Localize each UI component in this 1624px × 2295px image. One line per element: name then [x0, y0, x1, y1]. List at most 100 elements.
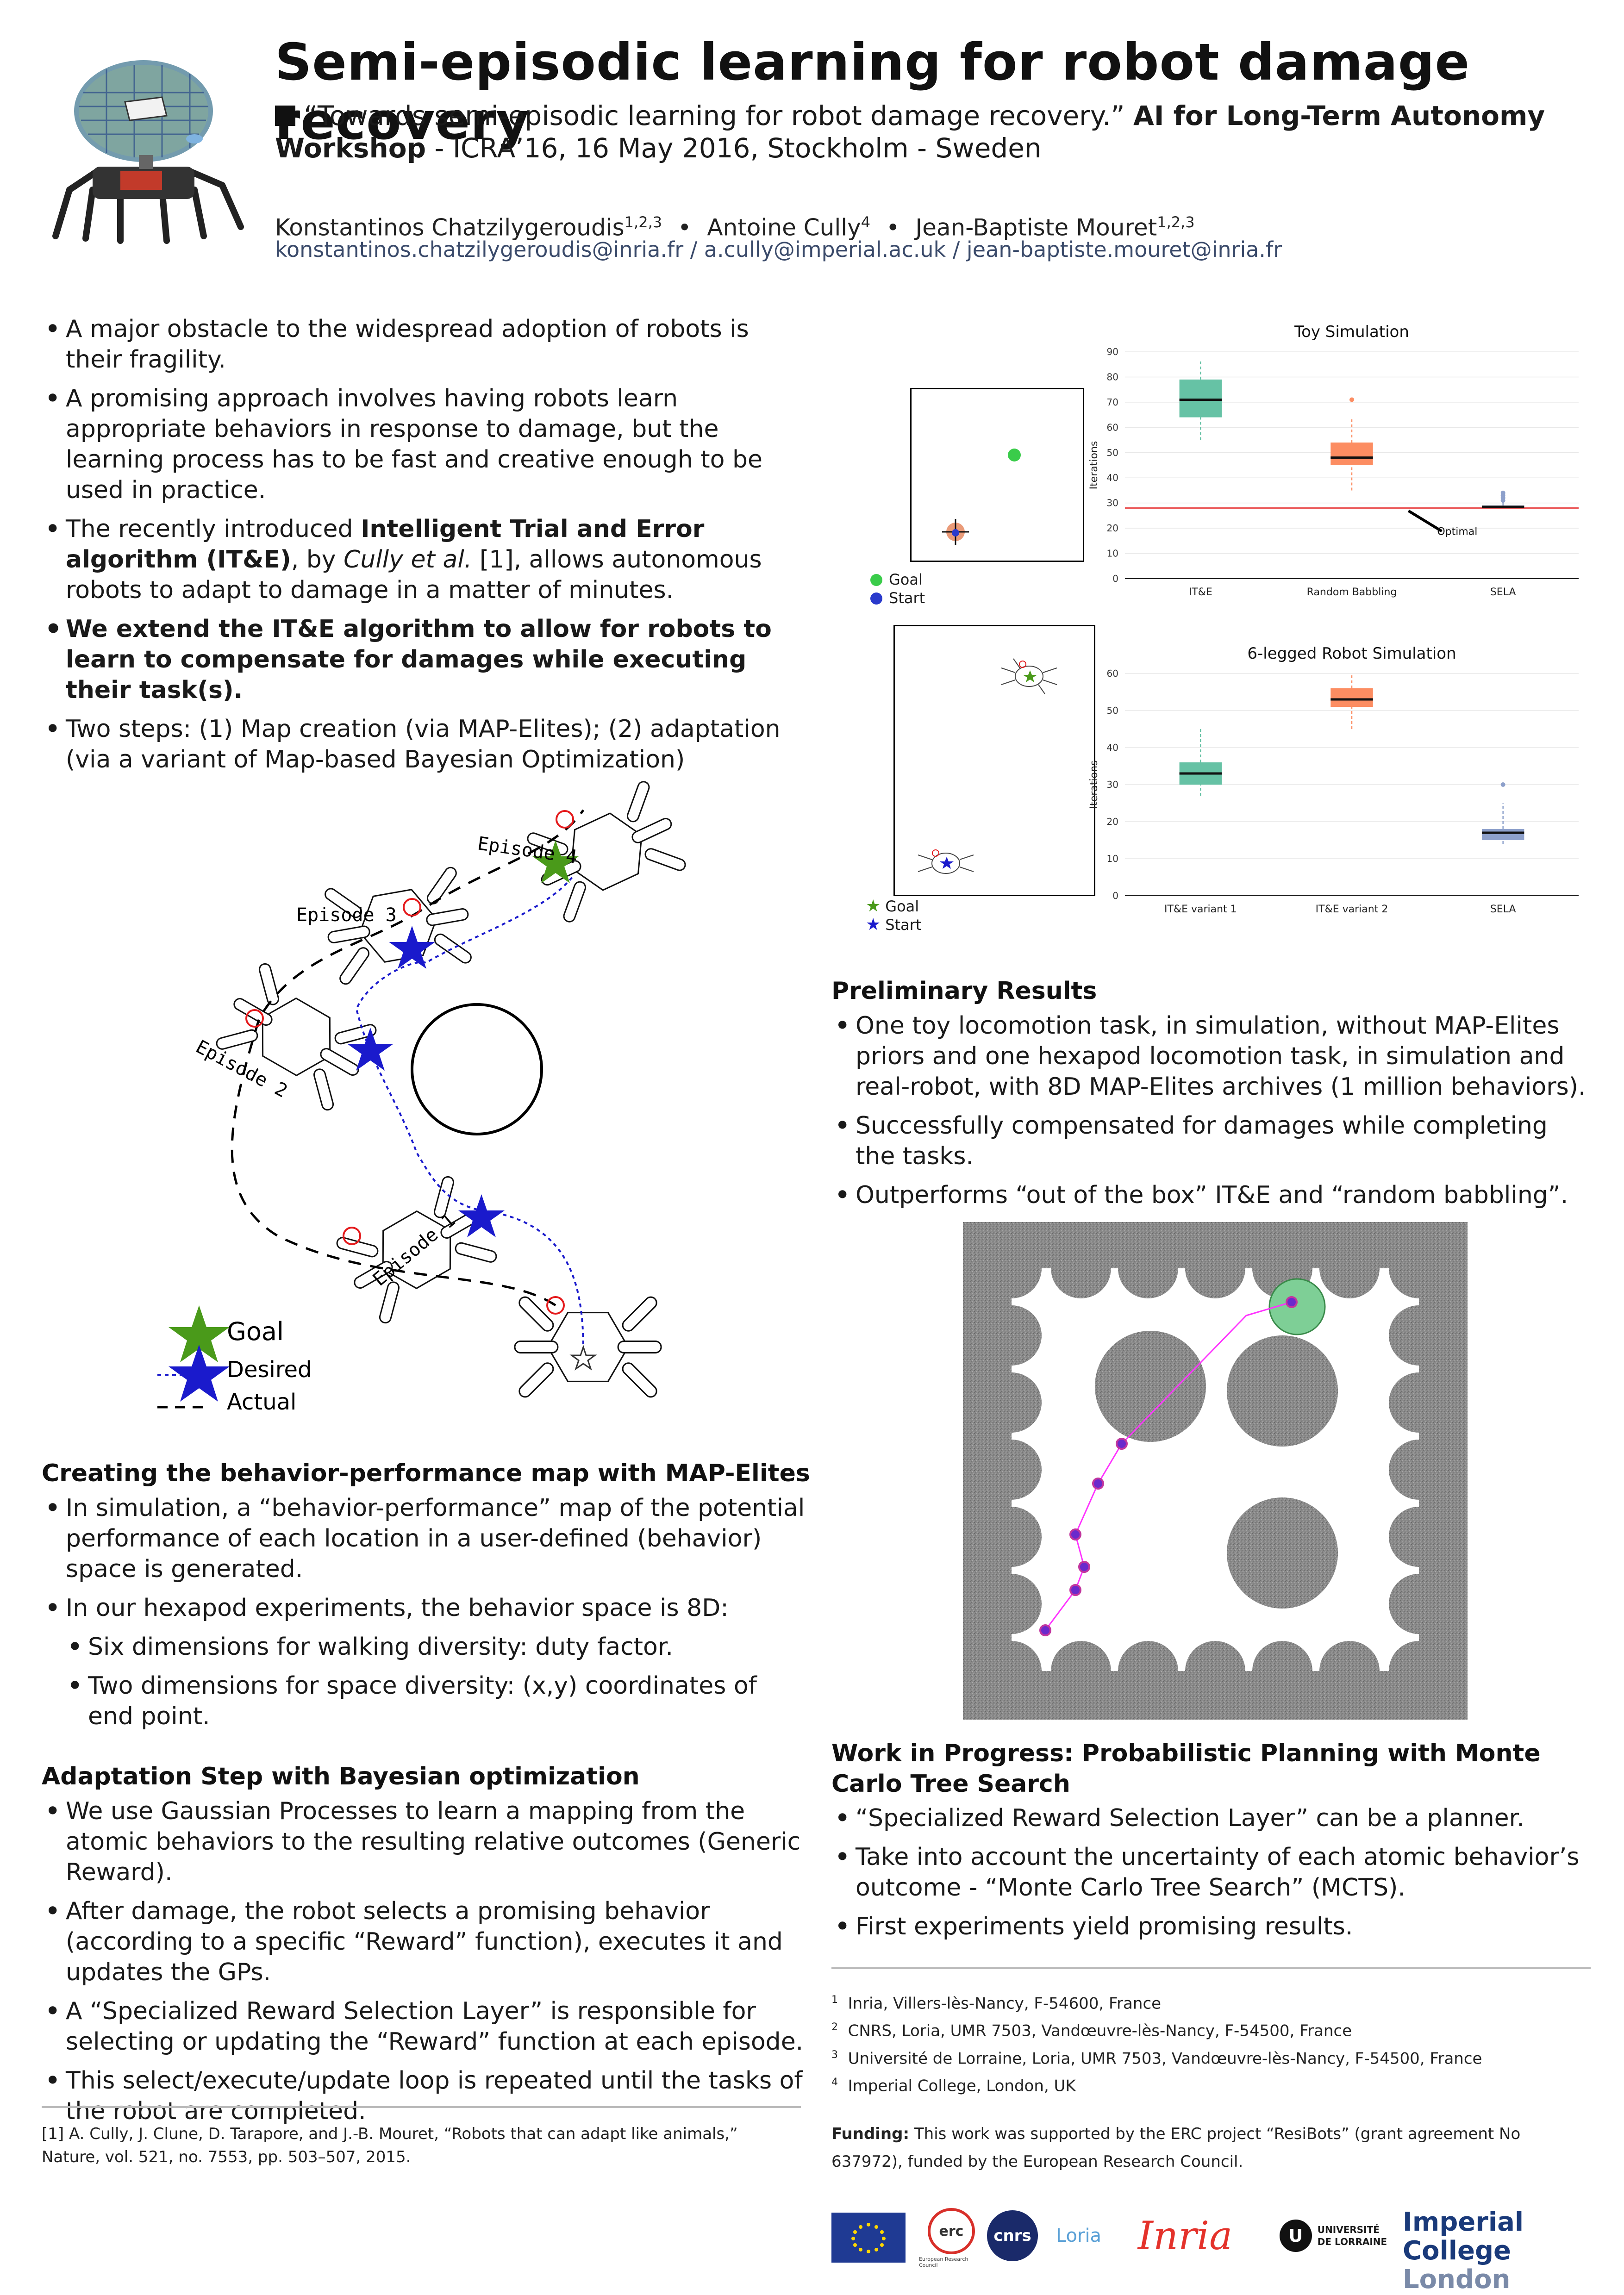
y-tick-label: 20	[1107, 523, 1118, 534]
preliminary-heading: Preliminary Results	[831, 977, 1097, 1005]
y-tick-label: 40	[1107, 742, 1118, 753]
start-star-icon: ★	[866, 915, 881, 934]
y-tick-label: 50	[1107, 447, 1118, 458]
intro-bullet-3: The recently introduced Intelligent Tria…	[42, 514, 806, 605]
x-tick-label: IT&E	[1189, 586, 1212, 598]
universite-de-lorraine-logo: U UNIVERSITÉ DE LORRAINE	[1278, 2213, 1389, 2259]
y-tick-label: 10	[1107, 853, 1118, 864]
right-divider	[831, 1967, 1591, 1969]
intro-bullet-4: We extend the IT&E algorithm to allow fo…	[42, 614, 806, 705]
desired-star-3	[389, 926, 435, 969]
y-axis-label: Iterations	[1088, 441, 1100, 490]
hexapod-start-star	[940, 857, 954, 869]
imperial-college-logo: Imperial College London	[1403, 2207, 1524, 2295]
legend-goal-star-icon	[169, 1305, 230, 1362]
map-elites-bullet-2: In our hexapod experiments, the behavior…	[42, 1593, 806, 1623]
box-1	[1330, 443, 1373, 465]
legend-actual-label: Actual	[227, 1389, 296, 1415]
preliminary-bullets: One toy locomotion task, in simulation, …	[831, 1010, 1591, 1219]
start-dot-icon	[870, 592, 882, 605]
citation: “Towards semi-episodic learning for robo…	[275, 100, 1594, 164]
inria-logo: Inria	[1137, 2213, 1233, 2258]
y-tick-label: 0	[1112, 890, 1118, 901]
toy-sim-legend: Goal Start	[870, 570, 925, 607]
box-0	[1179, 379, 1222, 418]
box-2	[1481, 829, 1524, 840]
author-3: Jean-Baptiste Mouret	[915, 214, 1157, 241]
desired-star-1	[458, 1194, 505, 1237]
affiliation-2: 2 CNRS, Loria, UMR 7503, Vandœuvre-lès-N…	[831, 2021, 1352, 2040]
desired-path	[355, 874, 584, 1352]
legend-desired-label: Desired	[227, 1357, 312, 1383]
adaptation-bullets: We use Gaussian Processes to learn a map…	[42, 1796, 806, 2135]
wip-bullet-1: “Specialized Reward Selection Layer” can…	[831, 1803, 1591, 1834]
cnrs-logo: cnrs	[987, 2210, 1038, 2261]
start-star-outline	[569, 1345, 597, 1371]
map-elites-sub-1: Six dimensions for walking diversity: du…	[42, 1632, 806, 1662]
y-tick-label: 90	[1107, 346, 1118, 357]
goal-dot-icon	[870, 574, 882, 586]
outlier	[1349, 397, 1354, 402]
y-tick-label: 80	[1107, 371, 1118, 382]
hexapod-goal-star	[1023, 670, 1037, 682]
goal-star-icon: ★	[866, 897, 881, 916]
y-tick-label: 60	[1107, 422, 1118, 433]
adaptation-heading: Adaptation Step with Bayesian optimizati…	[42, 1763, 640, 1790]
wip-bullet-3: First experiments yield promising result…	[831, 1911, 1591, 1942]
affiliation-1: 1 Inria, Villers-lès-Nancy, F-54600, Fra…	[831, 1994, 1162, 2013]
y-tick-label: 10	[1107, 548, 1118, 559]
x-tick-label: Random Babbling	[1307, 586, 1397, 598]
toy-sim-panel	[910, 388, 1084, 562]
mcts-goal-circle	[1268, 1278, 1326, 1335]
episode-diagram: Episode 4 Episode 3 Episode 2 Episode 1 …	[157, 775, 693, 1415]
robot-logo	[42, 51, 250, 245]
author-list: Konstantinos Chatzilygeroudis1,2,3 • Ant…	[275, 213, 1195, 241]
affiliations: 1 Inria, Villers-lès-Nancy, F-54600, Fra…	[831, 1988, 1595, 2098]
preliminary-bullet-3: Outperforms “out of the box” IT&E and “r…	[831, 1180, 1591, 1210]
x-tick-label: IT&E variant 2	[1316, 904, 1388, 915]
funding-note: Funding: This work was supported by the …	[831, 2120, 1595, 2176]
y-tick-label: 30	[1107, 498, 1118, 509]
intro-bullet-2: A promising approach involves having rob…	[42, 383, 806, 505]
intro-bullet-5: Two steps: (1) Map creation (via MAP-Eli…	[42, 714, 806, 775]
hexapod-simulation-chart: 6-legged Robot Simulation 0 10 20 30 40 50 60 It…	[1088, 644, 1579, 915]
citation-rest: - ICRA’16, 16 May 2016, Stockholm - Swed…	[426, 132, 1042, 164]
map-elites-bullet-1: In simulation, a “behavior-performance” …	[42, 1493, 806, 1584]
y-tick-label: 30	[1107, 779, 1118, 790]
x-tick-label: SELA	[1490, 586, 1516, 598]
eu-flag-logo	[831, 2213, 906, 2263]
left-divider	[42, 2106, 801, 2108]
author-2: Antoine Cully	[707, 214, 861, 241]
annotation-arrow	[1407, 509, 1443, 533]
wip-bullets: “Specialized Reward Selection Layer” can…	[831, 1803, 1591, 1950]
map-elites-sub-2: Two dimensions for space diversity: (x,y…	[42, 1671, 806, 1732]
y-tick-label: 0	[1112, 573, 1118, 584]
mcts-map	[963, 1222, 1468, 1720]
preliminary-bullet-1: One toy locomotion task, in simulation, …	[831, 1010, 1591, 1102]
erc-logo: erc European Research Council	[919, 2208, 984, 2268]
legend-goal-label: Goal	[227, 1317, 284, 1346]
adaptation-bullet-2: After damage, the robot selects a promis…	[42, 1896, 806, 1988]
affiliation-4: 4 Imperial College, London, UK	[831, 2076, 1076, 2095]
actual-path	[231, 809, 585, 1307]
y-tick-label: 20	[1107, 816, 1118, 827]
y-axis-label: Iterations	[1088, 761, 1100, 809]
reference-1: [1] A. Cully, J. Clune, D. Tarapore, and…	[42, 2125, 738, 2166]
obstacle-circle	[411, 1003, 543, 1135]
episode-label-3: Episode 3	[296, 904, 397, 926]
adaptation-bullet-3: A “Specialized Reward Selection Layer” i…	[42, 1996, 806, 2057]
wip-heading: Work in Progress: Probabilistic Planning…	[831, 1740, 1541, 1798]
outlier	[1500, 782, 1505, 787]
citation-quote: “Towards semi-episodic learning for robo…	[304, 100, 1125, 131]
outlier	[1500, 490, 1505, 495]
adaptation-bullet-4: This select/execute/update loop is repea…	[42, 2065, 806, 2127]
square-bullet-icon	[275, 106, 295, 126]
funding-label: Funding:	[831, 2125, 910, 2143]
affiliation-3: 3 Université de Lorraine, Loria, UMR 750…	[831, 2049, 1482, 2068]
goal-star	[532, 840, 579, 883]
y-tick-label: 50	[1107, 705, 1118, 716]
author-emails[interactable]: konstantinos.chatzilygeroudis@inria.fr /…	[275, 237, 1282, 262]
chart-title: 6-legged Robot Simulation	[1247, 644, 1456, 663]
y-tick-label: 70	[1107, 397, 1118, 408]
adaptation-bullet-1: We use Gaussian Processes to learn a map…	[42, 1796, 806, 1888]
